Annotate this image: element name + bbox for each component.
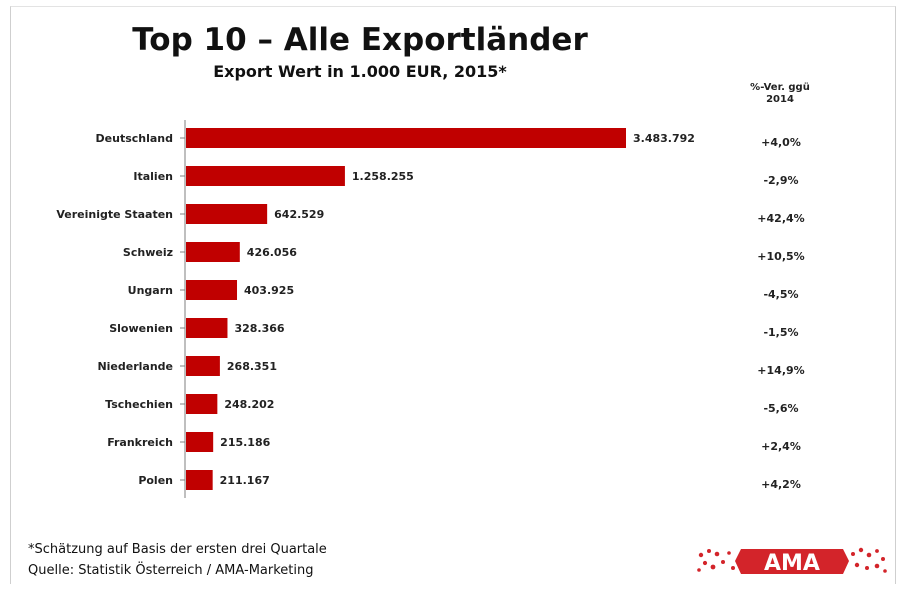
change-value-label: +10,5% [757, 250, 804, 263]
bar [186, 318, 228, 338]
bar [186, 470, 213, 490]
bar [186, 432, 214, 452]
logo-decor-left [697, 549, 735, 572]
category-label: Schweiz [123, 246, 173, 259]
change-value-label: -4,5% [763, 288, 798, 301]
ama-logo: AMA [697, 547, 887, 576]
category-label: Deutschland [96, 132, 173, 145]
change-value-label: +4,0% [761, 136, 801, 149]
category-label: Niederlande [97, 360, 173, 373]
bar-value-label: 3.483.792 [633, 132, 695, 145]
change-value-label: -2,9% [763, 174, 798, 187]
source-note: Quelle: Statistik Österreich / AMA-Marke… [28, 563, 314, 578]
footnote: *Schätzung auf Basis der ersten drei Qua… [28, 542, 327, 557]
change-header-line-2: 2014 [766, 94, 794, 105]
logo-decor-right [851, 547, 887, 573]
bar [186, 242, 240, 262]
category-label: Ungarn [128, 284, 173, 297]
bar-value-label: 215.186 [220, 436, 270, 449]
logo-badge-shape [735, 549, 849, 574]
bar-value-label: 1.258.255 [352, 170, 414, 183]
category-label: Vereinigte Staaten [56, 208, 173, 221]
bar [186, 128, 626, 148]
category-label: Polen [138, 474, 173, 487]
change-value-label: -1,5% [763, 326, 798, 339]
bar [186, 280, 238, 300]
bar-value-label: 642.529 [274, 208, 324, 221]
bar-value-label: 268.351 [227, 360, 277, 373]
change-value-label: +14,9% [757, 364, 804, 377]
category-label: Frankreich [107, 436, 173, 449]
change-value-label: +42,4% [757, 212, 804, 225]
change-value-label: +2,4% [761, 440, 801, 453]
change-header-line-1: %-Ver. ggü [750, 82, 810, 93]
bar-value-label: 248.202 [224, 398, 274, 411]
bar-value-label: 211.167 [220, 474, 270, 487]
slide-frame [10, 6, 896, 584]
category-label: Tschechien [105, 398, 173, 411]
logo-text: AMA [764, 551, 820, 576]
bar [186, 204, 268, 224]
chart-title: Top 10 – Alle Exportländer [132, 22, 588, 58]
change-value-label: +4,2% [761, 478, 801, 491]
bar [186, 166, 345, 186]
chart-subtitle: Export Wert in 1.000 EUR, 2015* [213, 62, 507, 81]
bar-value-label: 426.056 [247, 246, 297, 259]
category-label: Italien [133, 170, 173, 183]
bar [186, 356, 220, 376]
change-value-label: -5,6% [763, 402, 798, 415]
bar [186, 394, 218, 414]
bar-value-label: 328.366 [234, 322, 284, 335]
category-label: Slowenien [109, 322, 173, 335]
bar-value-label: 403.925 [244, 284, 294, 297]
change-column-header: %-Ver. ggü 2014 [725, 82, 835, 106]
